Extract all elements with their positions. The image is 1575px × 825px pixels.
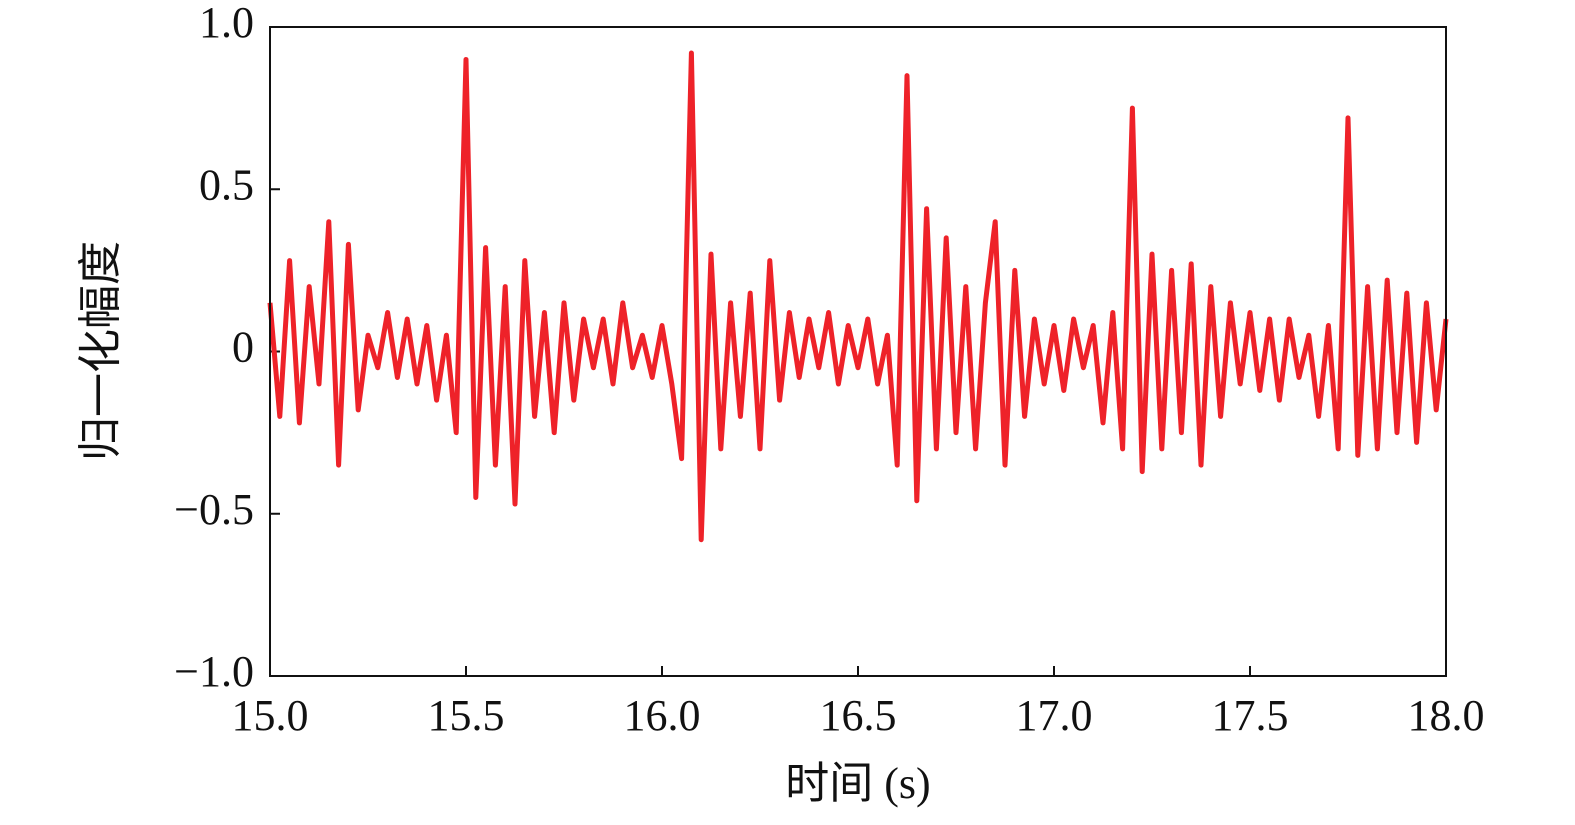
signal-line bbox=[267, 50, 1449, 543]
x-tick-label: 16.5 bbox=[820, 691, 897, 740]
y-tick-label: 1.0 bbox=[199, 0, 254, 47]
x-tick-label: 17.5 bbox=[1212, 691, 1289, 740]
x-tick-label: 18.0 bbox=[1408, 691, 1485, 740]
x-tick-label: 16.0 bbox=[624, 691, 701, 740]
x-tick-label: 15.5 bbox=[428, 691, 505, 740]
x-tick-label: 15.0 bbox=[232, 691, 309, 740]
y-tick-label: −0.5 bbox=[174, 485, 254, 534]
plot-frame bbox=[269, 26, 1447, 677]
y-tick-label: −1.0 bbox=[174, 647, 254, 696]
x-axis-label: 时间 (s) bbox=[785, 759, 930, 808]
y-axis-label: 归一化幅度 bbox=[76, 241, 125, 461]
x-tick-label: 17.0 bbox=[1016, 691, 1093, 740]
y-tick-label: 0.5 bbox=[199, 160, 254, 209]
y-tick-label: 0 bbox=[232, 323, 254, 372]
